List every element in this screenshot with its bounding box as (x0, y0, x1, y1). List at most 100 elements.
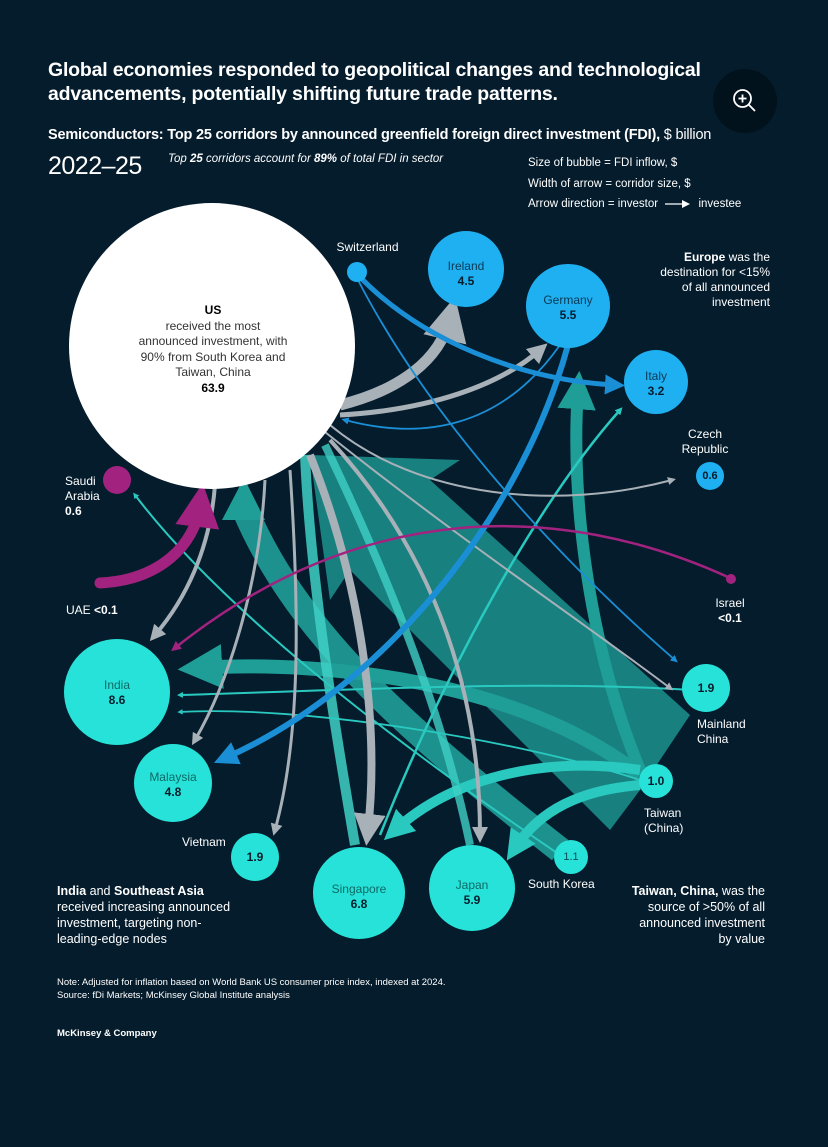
arrow-us-to-czech (329, 424, 676, 497)
saudi-name-2: Arabia (65, 489, 100, 503)
label-switzerland: Switzerland (336, 240, 399, 254)
arrow-taiwan-to-singapore (383, 760, 641, 841)
bubble-mainland-china[interactable] (682, 664, 730, 712)
bubble-switzerland[interactable] (347, 262, 367, 282)
arrow-us-to-japan (328, 438, 488, 843)
israel-value: <0.1 (718, 611, 742, 625)
legend-bubble: Size of bubble = FDI inflow, $ (528, 157, 678, 169)
china-value-wrap: 1.9 (686, 681, 726, 696)
arrow-uae-to-saudi (94, 483, 220, 589)
bubble-germany[interactable] (526, 264, 610, 348)
saudi-name-1: Saudi (65, 474, 96, 488)
source-text: Source: fDi Markets; McKinsey Global Ins… (57, 989, 290, 1001)
bubble-vietnam[interactable] (231, 833, 279, 881)
corridor-note-mid: corridors account for (202, 153, 314, 165)
arrow-israel-to-india (171, 525, 731, 652)
arrow-switzerland-to-china (357, 279, 678, 663)
taiwan-value-wrap: 1.0 (636, 774, 676, 789)
zoom-button[interactable] (713, 69, 777, 133)
arrow-switzerland-to-italy (356, 273, 625, 395)
corridor-note: Top 25 corridors account for 89% of tota… (168, 153, 443, 165)
bubble-italy[interactable] (624, 350, 688, 414)
period-label: 2022–25 (48, 152, 142, 180)
subtitle-unit: $ billion (659, 127, 712, 143)
india-value: 8.6 (108, 693, 126, 707)
label-singapore: Singapore 6.8 (315, 882, 403, 912)
india-l3: investment, targeting non- (57, 916, 202, 930)
legend: Size of bubble = FDI inflow, $ Width of … (528, 153, 741, 215)
saudi-value: 0.6 (65, 504, 82, 518)
arrow-china-to-india (177, 684, 691, 698)
czech-name-2: Republic (681, 442, 729, 456)
india-l2: received increasing announced (57, 900, 231, 914)
ireland-value: 4.5 (457, 274, 475, 288)
bubble-ireland[interactable] (428, 231, 504, 307)
europe-bold: Europe (683, 250, 726, 264)
bubble-czech[interactable] (696, 462, 724, 490)
china-value: 1.9 (697, 681, 715, 695)
europe-l3: of all announced (681, 280, 770, 294)
footnote: Note: Adjusted for inflation based on Wo… (57, 977, 446, 1002)
bubble-saudi[interactable] (103, 466, 131, 494)
label-uae: UAE <0.1 (66, 603, 118, 618)
bubble-japan[interactable] (429, 845, 515, 931)
arrow-us-to-singapore (306, 453, 386, 846)
bubble-india[interactable] (64, 639, 170, 745)
label-india: India 8.6 (77, 678, 157, 708)
italy-name: Italy (644, 369, 667, 383)
india-l4: leading-edge nodes (57, 932, 167, 946)
arrow-taiwan-to-japan (506, 780, 641, 861)
south-korea-value: 1.1 (563, 851, 579, 863)
label-czech: Czech Republic (665, 427, 745, 457)
page-title: Global economies responded to geopolitic… (48, 59, 701, 105)
annotation-europe: Europe was the destination for <15% of a… (620, 250, 770, 310)
bubble-taiwan[interactable] (639, 764, 673, 798)
singapore-name: Singapore (331, 882, 387, 896)
czech-value-wrap: 0.6 (696, 469, 724, 484)
label-israel: Israel <0.1 (700, 596, 760, 626)
taiwan-l1: was the (718, 884, 765, 898)
arrow-japan-to-us (321, 443, 474, 846)
taiwan-l2: source of >50% of all (647, 900, 765, 914)
taiwan-name-2: (China) (644, 821, 684, 835)
bubble-south-korea[interactable] (554, 840, 588, 874)
arrow-us-to-malaysia (191, 479, 267, 746)
malaysia-value: 4.8 (164, 785, 182, 799)
bubble-singapore[interactable] (313, 847, 405, 939)
legend-arrow-direction: Arrow direction = investor investee (528, 194, 741, 215)
italy-value: 3.2 (647, 384, 665, 398)
arrow-taiwan-to-india (177, 644, 645, 781)
corridor-note-pre: Top (168, 153, 190, 165)
sea-bold: Southeast Asia (113, 884, 204, 898)
us-bubble-text: US received the most announced investmen… (113, 303, 313, 396)
europe-l2: destination for <15% (660, 265, 770, 279)
taiwan-l4: by value (718, 932, 765, 946)
label-italy: Italy 3.2 (624, 369, 688, 399)
legend-arrow-width: Width of arrow = corridor size, $ (528, 177, 691, 190)
germany-name: Germany (543, 293, 593, 307)
arrow-us-to-germany (339, 343, 548, 418)
europe-l1: was the (725, 250, 770, 264)
india-name: India (103, 678, 131, 692)
us-name: US (204, 303, 222, 317)
bubble-us[interactable] (69, 203, 355, 489)
bubble-malaysia[interactable] (134, 744, 212, 822)
israel-dot (726, 574, 736, 584)
uae-name: UAE (66, 603, 91, 617)
label-saudi: Saudi Arabia 0.6 (65, 474, 100, 519)
south-korea-value-wrap: 1.1 (556, 850, 586, 865)
annotation-taiwan: Taiwan, China, was the source of >50% of… (600, 883, 765, 947)
arrow-us-to-vietnam (270, 469, 298, 836)
label-ireland: Ireland 4.5 (426, 259, 506, 289)
label-germany: Germany 5.5 (526, 293, 610, 323)
israel-name: Israel (715, 596, 745, 610)
arrow-singapore-to-us (300, 454, 360, 846)
arrow-taiwan-to-india-2 (177, 709, 641, 781)
japan-value: 5.9 (463, 893, 481, 907)
czech-value: 0.6 (702, 470, 718, 482)
south-korea-name: South Korea (528, 877, 595, 891)
india-bold: India (57, 884, 87, 898)
corridor-count: 25 (189, 153, 203, 165)
taiwan-bold: Taiwan, China, (631, 884, 719, 898)
label-mainland-china: Mainland China (697, 717, 746, 747)
